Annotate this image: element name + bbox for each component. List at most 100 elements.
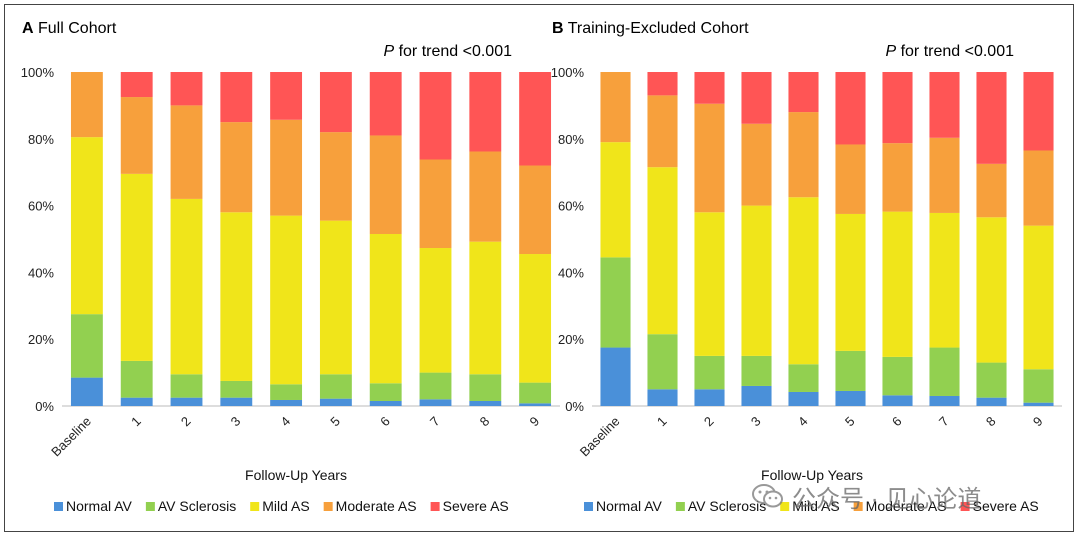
bar-segment-av-sclerosis — [369, 383, 402, 401]
x-axis-title: Follow-Up Years — [761, 467, 863, 483]
x-tick-label: 1 — [128, 414, 144, 430]
legend-label: Mild AS — [792, 498, 839, 514]
legend-label: Moderate AS — [866, 498, 947, 514]
figure-frame — [4, 4, 1074, 532]
bar-segment-normal-av — [1023, 402, 1054, 406]
x-tick-label: 8 — [477, 414, 493, 430]
bar-segment-normal-av — [170, 397, 203, 406]
bar-segment-av-sclerosis — [120, 360, 153, 398]
bar-segment-normal-av — [882, 395, 913, 406]
bar-segment-av-sclerosis — [835, 350, 866, 391]
bar-segment-mild-as — [741, 205, 772, 356]
bar-segment-severe-as — [419, 72, 452, 160]
bar-segment-mild-as — [120, 173, 153, 361]
y-tick-label: 20% — [558, 332, 584, 347]
legend-swatch — [584, 502, 593, 511]
bar-segment-mild-as — [220, 212, 253, 381]
p-trend-annotation: P for trend <0.001 — [383, 43, 512, 60]
chart-panel-b: B Training-Excluded Cohort P for trend <0… — [551, 20, 1062, 514]
bar-segment-moderate-as — [120, 97, 153, 174]
bar-segment-moderate-as — [835, 144, 866, 214]
legend-item: Moderate AS — [323, 498, 417, 514]
x-tick-label: Baseline — [48, 414, 94, 460]
bar-segment-moderate-as — [788, 112, 819, 198]
bar-segment-mild-as — [647, 167, 678, 335]
bar-segment-mild-as — [976, 217, 1007, 363]
bar-segment-av-sclerosis — [220, 380, 253, 398]
bar-segment-severe-as — [170, 72, 203, 106]
p-trend-text: for trend <0.001 — [394, 43, 512, 60]
bar-segment-moderate-as — [220, 122, 253, 213]
x-tick-label: 2 — [178, 414, 194, 430]
bar-segment-normal-av — [519, 403, 552, 406]
y-tick-label: 0% — [35, 399, 54, 414]
bar-segment-normal-av — [220, 397, 253, 406]
bar-segment-severe-as — [882, 72, 913, 144]
x-tick-label: 9 — [1030, 414, 1046, 430]
p-symbol: P — [383, 43, 394, 60]
bar-segment-mild-as — [270, 215, 303, 385]
bar-segment-av-sclerosis — [600, 257, 631, 348]
bar-segment-mild-as — [469, 241, 502, 375]
bar-segment-mild-as — [1023, 225, 1054, 370]
y-tick-label: 40% — [558, 265, 584, 280]
legend-label: Mild AS — [262, 498, 309, 514]
x-tick-label: 3 — [748, 414, 764, 430]
y-tick-label: 100% — [21, 65, 55, 80]
bar-segment-moderate-as — [70, 72, 103, 138]
bar-segment-severe-as — [220, 72, 253, 123]
bar-segment-severe-as — [270, 72, 303, 120]
p-trend-annotation: P for trend <0.001 — [885, 43, 1014, 60]
legend-label: Severe AS — [443, 498, 509, 514]
bar-segment-normal-av — [369, 400, 402, 406]
bar-segment-mild-as — [882, 211, 913, 357]
bar-segment-av-sclerosis — [788, 364, 819, 392]
bar-segment-mild-as — [835, 213, 866, 351]
bar-segment-moderate-as — [600, 72, 631, 143]
legend: Normal AV AV Sclerosis Mild AS Moderate AS S… — [584, 498, 1039, 514]
bar-segment-av-sclerosis — [1023, 369, 1054, 403]
x-tick-label: 6 — [889, 414, 905, 430]
bar-segment-moderate-as — [647, 95, 678, 168]
panel-title-text: Full Cohort — [34, 20, 117, 37]
x-tick-label: 7 — [427, 414, 443, 430]
y-tick-label: 20% — [28, 332, 54, 347]
bar-segment-normal-av — [70, 377, 103, 406]
bar-segment-normal-av — [694, 389, 725, 406]
x-tick-label: 5 — [327, 414, 343, 430]
y-tick-label: 40% — [28, 265, 54, 280]
bar-segment-av-sclerosis — [170, 374, 203, 398]
bar-segment-severe-as — [929, 72, 960, 138]
bar-segment-moderate-as — [519, 165, 552, 255]
legend-item: Mild AS — [250, 498, 310, 514]
bar-segment-mild-as — [929, 212, 960, 348]
bar-segment-severe-as — [741, 72, 772, 124]
x-tick-label: 6 — [377, 414, 393, 430]
legend-label: Normal AV — [596, 498, 663, 514]
legend-swatch — [323, 502, 333, 511]
x-tick-label: 9 — [526, 414, 542, 430]
legend-item: Mild AS — [780, 498, 840, 514]
p-trend-text: for trend <0.001 — [896, 43, 1014, 60]
bar-segment-normal-av — [741, 385, 772, 406]
y-tick-label: 100% — [551, 65, 585, 80]
bar-segment-moderate-as — [976, 163, 1007, 218]
legend-label: Moderate AS — [336, 498, 417, 514]
bar-segment-mild-as — [519, 254, 552, 383]
bar-segment-normal-av — [647, 389, 678, 406]
bar-segment-normal-av — [319, 398, 352, 406]
legend-swatch — [960, 502, 970, 511]
legend-item: Normal AV — [584, 498, 663, 514]
legend-label: Normal AV — [66, 498, 133, 514]
bar-segment-moderate-as — [929, 137, 960, 213]
bar-segment-av-sclerosis — [741, 355, 772, 386]
bar-segment-mild-as — [419, 248, 452, 373]
bar-segment-mild-as — [369, 233, 402, 384]
bar-segment-moderate-as — [170, 105, 203, 199]
legend-label: AV Sclerosis — [158, 498, 236, 514]
bar-segment-av-sclerosis — [882, 356, 913, 396]
bar-segment-severe-as — [976, 72, 1007, 164]
bar-segment-moderate-as — [694, 103, 725, 213]
bar-segment-severe-as — [469, 72, 502, 152]
